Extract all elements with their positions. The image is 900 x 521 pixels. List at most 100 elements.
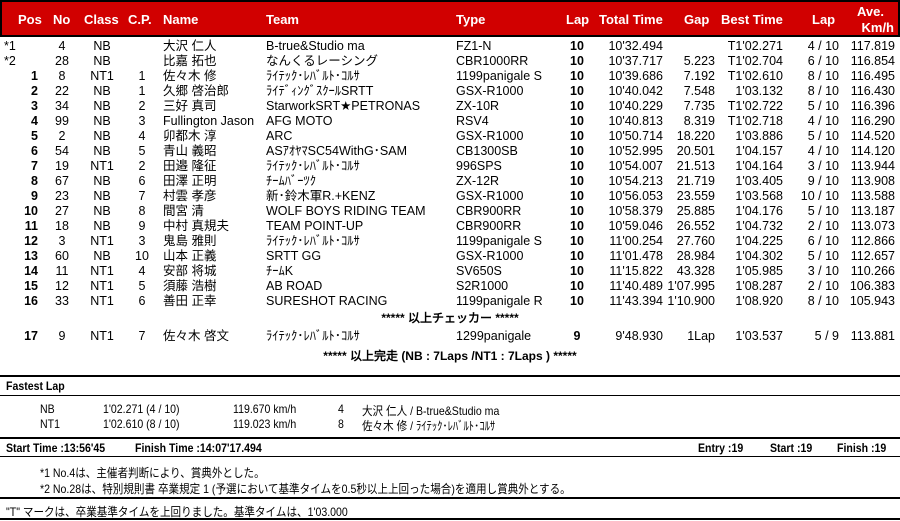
cell-gap: 7.192 [683, 69, 715, 83]
cell-total: 10'54.213 [608, 174, 663, 188]
cell-pos: 7 [31, 159, 38, 173]
table-row: 3 34 NB 2 三好 真司 StarworkSRT★PETRONAS ZX-10R 10 1… [0, 99, 900, 114]
cell-pos: 9 [31, 189, 38, 203]
cell-pos: 11 [24, 219, 38, 233]
cell-lap: 10 [570, 174, 584, 188]
cell-team: ﾗｲﾃｯｸ･ﾚﾊﾞﾙﾄ･ｺﾙｻ [266, 234, 360, 248]
cell-no: 22 [55, 84, 69, 98]
cell-ave: 116.430 [850, 84, 895, 98]
note-1: *1 No.4は、主催者判断により、賞典外とした。 [40, 466, 265, 480]
checker-line: ***** 以上チェッカー ***** [381, 311, 519, 325]
fastest-lap-title: Fastest Lap [6, 379, 65, 393]
cell-bestlap: 5 / 10 [807, 99, 839, 113]
cell-class: NB [93, 54, 111, 68]
cell-total: 10'54.007 [608, 159, 663, 173]
cell-no: 8 [58, 69, 66, 83]
divider [0, 497, 900, 499]
cell-pos: 5 [31, 129, 38, 143]
cell-name: 卯都木 淳 [163, 129, 217, 143]
col-type: Type [456, 12, 486, 27]
cell-name: 田澤 正明 [163, 174, 217, 188]
cell-pos: 2 [31, 84, 38, 98]
cell-total: 10'40.229 [608, 99, 663, 113]
cell-no: 28 [55, 54, 69, 68]
table-row: 16 33 NT1 6 善田 正幸 SURESHOT RACING 1199panigale… [0, 294, 900, 309]
cell-total: 10'52.995 [608, 144, 663, 158]
divider [0, 375, 900, 377]
cell-no: 23 [55, 189, 69, 203]
cell-type: GSX-R1000 [456, 129, 524, 143]
cell-class: NB [93, 219, 111, 233]
cell-name: 三好 真司 [163, 99, 217, 113]
cell-total: 10'40.813 [608, 114, 663, 128]
cell-no: 12 [55, 279, 69, 293]
cell-pos: 14 [24, 264, 38, 278]
table-row: 2 22 NB 1 久郷 啓治郎 ﾗｲﾃﾞｨﾝｸﾞｽｸｰﾙSRTT GSX-R1000 10 1… [0, 84, 900, 99]
cell-best: 1'03.568 [735, 189, 783, 203]
cell-team: WOLF BOYS RIDING TEAM [266, 204, 426, 218]
t-mark-note: "T" マークは、卒業基準タイムを上回りました。基準タイムは、1'03.000 [6, 505, 348, 519]
cell-ave: 116.854 [850, 54, 895, 68]
cell-bestlap: 2 / 10 [807, 219, 839, 233]
cell-name: 青山 義昭 [163, 144, 217, 158]
fastest-time: 1'02.610 (8 / 10) [103, 417, 180, 431]
cell-no: 2 [58, 129, 66, 143]
cell-gap: 8.319 [683, 114, 715, 128]
cell-gap: 25.885 [676, 204, 715, 218]
cell-team: なんくるレーシング [266, 54, 379, 68]
cell-pos: 10 [24, 204, 38, 218]
table-row: 15 12 NT1 5 須藤 浩樹 AB ROAD S2R1000 10 11'40.489 1'… [0, 279, 900, 294]
cell-lap: 10 [570, 69, 584, 83]
cell-team: ﾗｲﾃｯｸ･ﾚﾊﾞﾙﾄ･ｺﾙｻ [266, 329, 360, 343]
fastest-cls: NB [40, 402, 55, 416]
cell-type: CBR1000RR [456, 54, 529, 68]
cell-best: 1'03.886 [735, 129, 783, 143]
cell-cp: 5 [138, 144, 146, 158]
cell-team: AFG MOTO [266, 114, 333, 128]
cell-type: ZX-10R [456, 99, 500, 113]
cell-lap: 10 [570, 159, 584, 173]
cell-no: 18 [55, 219, 69, 233]
cell-gap: 21.513 [676, 159, 715, 173]
cell-ave: 112.657 [850, 249, 895, 263]
table-row: 4 99 NB 3 Fullington Jason AFG MOTO RSV4 10 10'4… [0, 114, 900, 129]
cell-cp: 3 [138, 234, 146, 248]
col-class: Class [84, 12, 119, 27]
cell-total: 10'40.042 [608, 84, 663, 98]
cell-no: 60 [55, 249, 69, 263]
cell-class: NB [93, 189, 111, 203]
finished-line: ***** 以上完走 (NB : 7Laps /NT1 : 7Laps ) **… [323, 349, 577, 363]
cell-ave: 113.073 [850, 219, 895, 233]
cell-no: 9 [58, 329, 66, 343]
cell-best: 1'04.302 [735, 249, 783, 263]
cell-best: 1'03.405 [735, 174, 783, 188]
cell-team: ﾁｰﾑﾊﾞｰﾂｸ [266, 174, 317, 188]
cell-team: TEAM POINT-UP [266, 219, 364, 233]
table-row: 12 3 NT1 3 鬼島 雅則 ﾗｲﾃｯｸ･ﾚﾊﾞﾙﾄ･ｺﾙｻ 1199panigale … [0, 234, 900, 249]
finish-time: Finish Time :14:07'17.494 [135, 441, 262, 455]
cell-class: NT1 [90, 279, 114, 293]
fastest-speed: 119.670 km/h [233, 402, 297, 416]
cell-no: 33 [55, 294, 69, 308]
cell-cp: 4 [138, 129, 146, 143]
cell-ave: 106.383 [849, 279, 895, 293]
cell-pos: 12 [24, 234, 38, 248]
cell-type: CBR900RR [456, 219, 522, 233]
cell-gap: 5.223 [683, 54, 715, 68]
cell-name: 佐々木 啓文 [163, 329, 229, 343]
cell-team: SURESHOT RACING [266, 294, 388, 308]
cell-class: NT1 [90, 329, 114, 343]
cell-class: NB [93, 204, 111, 218]
cell-bestlap: 5 / 10 [807, 249, 839, 263]
cell-total: 9'48.930 [615, 329, 663, 343]
cell-cp: 10 [135, 249, 149, 263]
cell-bestlap: 6 / 10 [807, 54, 839, 68]
cell-class: NB [93, 249, 111, 263]
cell-name: 大沢 仁人 [163, 39, 217, 53]
col-ave: Ave. [857, 4, 884, 19]
cell-pos: 16 [24, 294, 38, 308]
cell-best: T1'02.722 [727, 99, 783, 113]
table-row: 17 9 NT1 7 佐々木 啓文 ﾗｲﾃｯｸ･ﾚﾊﾞﾙﾄ･ｺﾙｻ 1299panigale… [0, 329, 900, 344]
cell-name: 善田 正幸 [163, 294, 217, 308]
fastest-time: 1'02.271 (4 / 10) [103, 402, 180, 416]
